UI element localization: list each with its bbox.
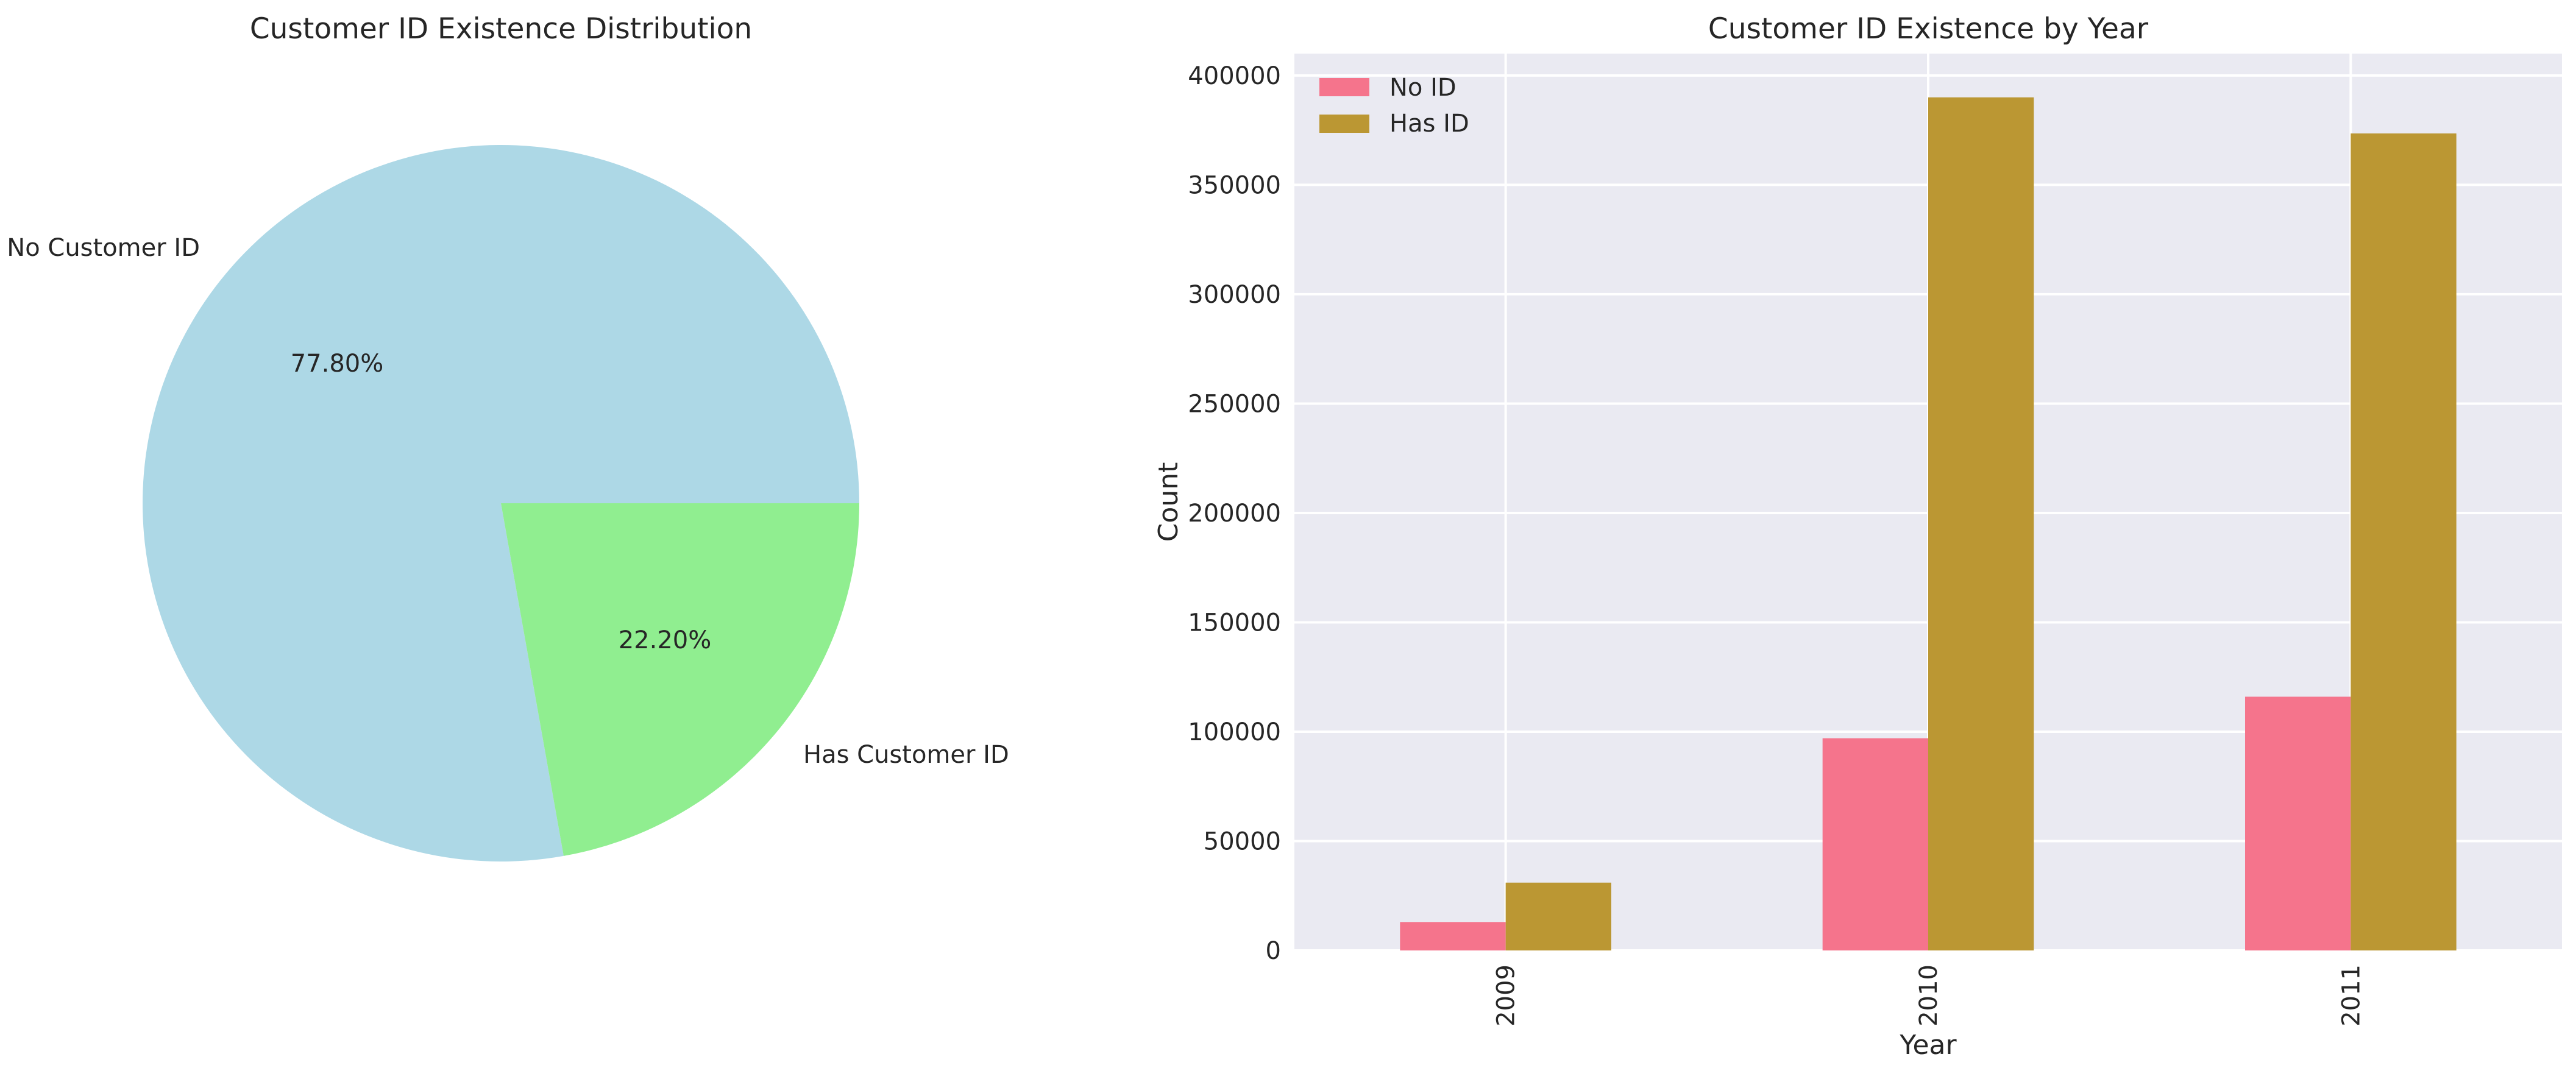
x-tick-label: 2010: [1915, 964, 1943, 1027]
bar-no-id-2009: [1400, 922, 1506, 950]
legend-swatch-no-id: [1319, 78, 1369, 96]
x-tick-label: 2009: [1492, 964, 1520, 1027]
bar-has-id-2009: [1505, 882, 1611, 950]
y-tick-label: 150000: [1188, 609, 1281, 637]
pie-title: Customer ID Existence Distribution: [250, 12, 752, 46]
y-tick-label: 100000: [1188, 718, 1281, 746]
y-tick-label: 50000: [1204, 827, 1281, 855]
bar-has-id-2011: [2351, 133, 2457, 950]
bar-chart: 0 50000 100000 150000 200000 250000 300000 3500…: [1153, 12, 2562, 1061]
bar-xlabel: Year: [1899, 1030, 1957, 1061]
pie-chart: Customer ID Existence Distribution No Cu…: [7, 12, 1009, 861]
pie-pct-has-customer-id: 22.20%: [619, 626, 712, 654]
pie-slice-no-customer-id: [143, 144, 860, 861]
pie-slice-has-customer-id: [501, 503, 859, 856]
legend-label-has-id: Has ID: [1389, 110, 1469, 138]
y-tick-label: 0: [1266, 937, 1281, 965]
bar-title: Customer ID Existence by Year: [1708, 12, 2149, 46]
y-tick-label: 350000: [1188, 171, 1281, 199]
pie-pct-no-customer-id: 77.80%: [291, 350, 384, 378]
pie-label-no-customer-id: No Customer ID: [7, 234, 200, 262]
bar-legend: No ID Has ID: [1319, 74, 1469, 138]
y-tick-label: 200000: [1188, 500, 1281, 528]
bar-has-id-2010: [1928, 97, 2034, 950]
x-tick-label: 2011: [2337, 964, 2365, 1027]
bar-ylabel: Count: [1153, 462, 1184, 542]
y-tick-label: 300000: [1188, 281, 1281, 309]
y-tick-label: 250000: [1188, 390, 1281, 418]
legend-label-no-id: No ID: [1389, 74, 1457, 102]
y-tick-label: 400000: [1188, 62, 1281, 90]
bar-no-id-2010: [1822, 738, 1928, 950]
bar-no-id-2011: [2245, 696, 2351, 950]
legend-swatch-has-id: [1319, 115, 1369, 133]
pie-label-has-customer-id: Has Customer ID: [803, 741, 1009, 769]
